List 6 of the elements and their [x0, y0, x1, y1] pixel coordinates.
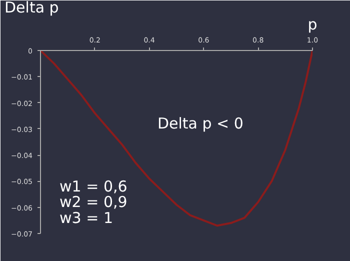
annotation: Delta p < 0: [157, 114, 244, 133]
annotation: w2 = 0,9: [60, 193, 128, 212]
annotation: w1 = 0,6: [60, 177, 128, 196]
x-axis-title: p: [308, 16, 318, 34]
annotation: w3 = 1: [60, 208, 114, 227]
chart-title: Delta p: [4, 0, 59, 16]
